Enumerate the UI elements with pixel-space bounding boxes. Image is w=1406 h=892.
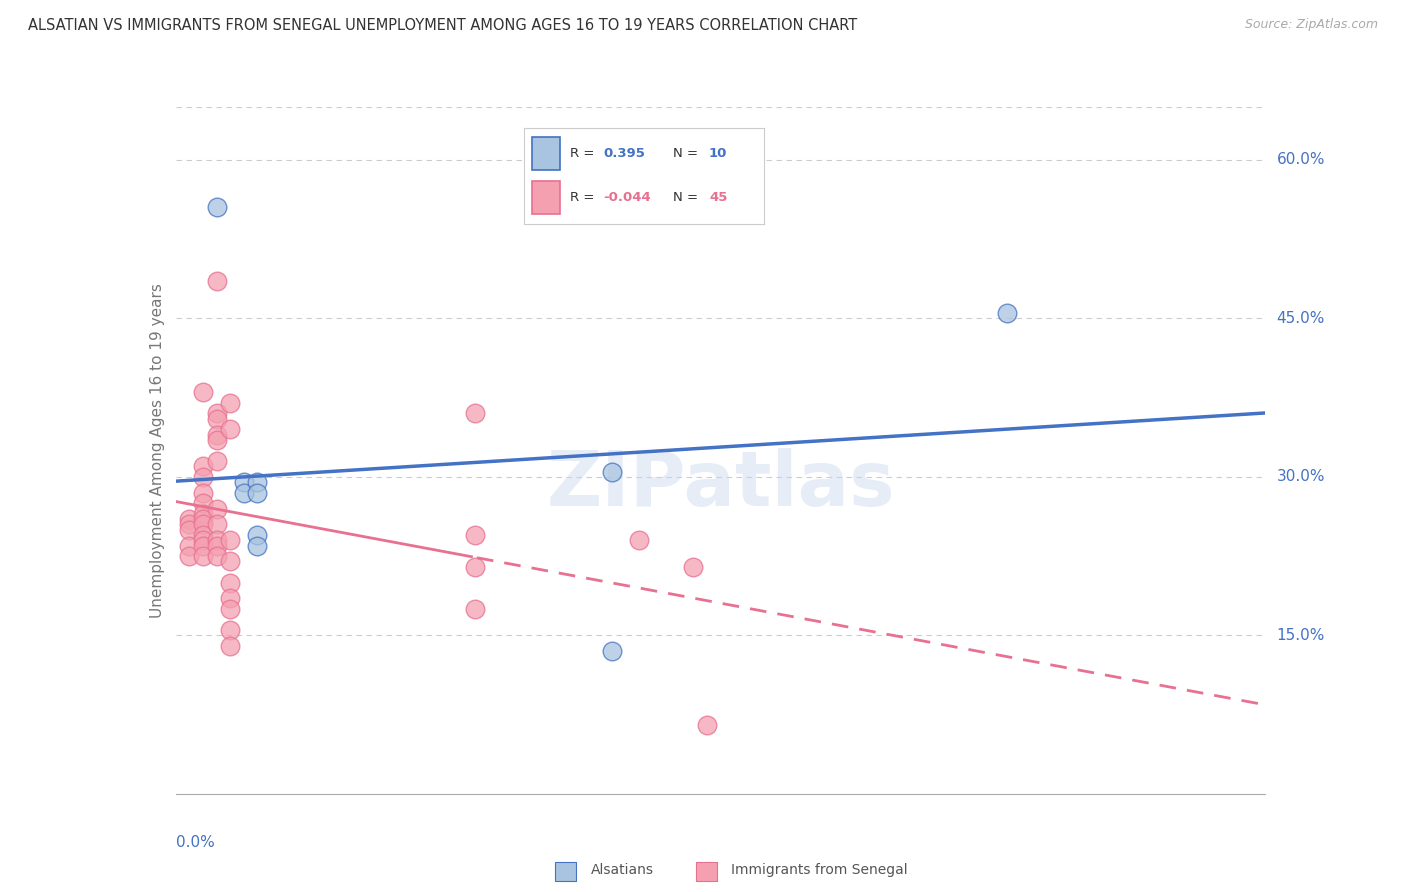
Point xyxy=(219,575,242,590)
Point xyxy=(682,559,704,574)
Point xyxy=(191,549,214,563)
Point xyxy=(205,201,228,215)
Point xyxy=(246,528,269,542)
Point xyxy=(464,559,486,574)
Point xyxy=(191,507,214,521)
Point xyxy=(219,533,242,548)
Point xyxy=(219,396,242,410)
Point xyxy=(219,554,242,568)
Point xyxy=(219,623,242,637)
Point xyxy=(191,496,214,510)
Point xyxy=(246,539,269,553)
Text: Alsatians: Alsatians xyxy=(591,863,654,877)
Point xyxy=(191,470,214,484)
Text: ZIPatlas: ZIPatlas xyxy=(547,448,894,522)
Point xyxy=(696,718,718,732)
Point xyxy=(232,485,254,500)
Text: 45.0%: 45.0% xyxy=(1277,311,1324,326)
Point xyxy=(205,549,228,563)
Point xyxy=(179,539,201,553)
Point xyxy=(205,517,228,532)
Point xyxy=(191,485,214,500)
Point xyxy=(627,533,650,548)
Text: 60.0%: 60.0% xyxy=(1277,153,1324,168)
Point xyxy=(219,591,242,606)
Point xyxy=(191,539,214,553)
Point xyxy=(191,459,214,474)
Point xyxy=(219,602,242,616)
Text: 0.0%: 0.0% xyxy=(176,835,215,850)
Point xyxy=(600,644,623,658)
Point xyxy=(464,602,486,616)
Text: 15.0%: 15.0% xyxy=(1277,628,1324,643)
Point xyxy=(205,407,228,421)
Point xyxy=(191,512,214,526)
Point xyxy=(191,528,214,542)
Point xyxy=(205,539,228,553)
Point xyxy=(205,274,228,288)
Point xyxy=(995,306,1018,320)
Point xyxy=(205,427,228,442)
Text: Immigrants from Senegal: Immigrants from Senegal xyxy=(731,863,908,877)
Point xyxy=(205,533,228,548)
Point xyxy=(179,523,201,537)
Point xyxy=(191,517,214,532)
Point xyxy=(179,549,201,563)
Point xyxy=(205,501,228,516)
Point xyxy=(246,485,269,500)
Point xyxy=(191,385,214,400)
Point xyxy=(205,433,228,447)
Point xyxy=(205,411,228,425)
Point xyxy=(219,639,242,653)
Y-axis label: Unemployment Among Ages 16 to 19 years: Unemployment Among Ages 16 to 19 years xyxy=(149,283,165,618)
Text: ALSATIAN VS IMMIGRANTS FROM SENEGAL UNEMPLOYMENT AMONG AGES 16 TO 19 YEARS CORRE: ALSATIAN VS IMMIGRANTS FROM SENEGAL UNEM… xyxy=(28,18,858,33)
Point xyxy=(205,454,228,468)
Point xyxy=(246,475,269,490)
Point xyxy=(179,512,201,526)
Point xyxy=(191,533,214,548)
Point xyxy=(179,517,201,532)
Text: Source: ZipAtlas.com: Source: ZipAtlas.com xyxy=(1244,18,1378,31)
Point xyxy=(232,475,254,490)
Point xyxy=(464,407,486,421)
Point xyxy=(600,465,623,479)
Text: 30.0%: 30.0% xyxy=(1277,469,1324,484)
Point xyxy=(464,528,486,542)
Point xyxy=(219,422,242,436)
